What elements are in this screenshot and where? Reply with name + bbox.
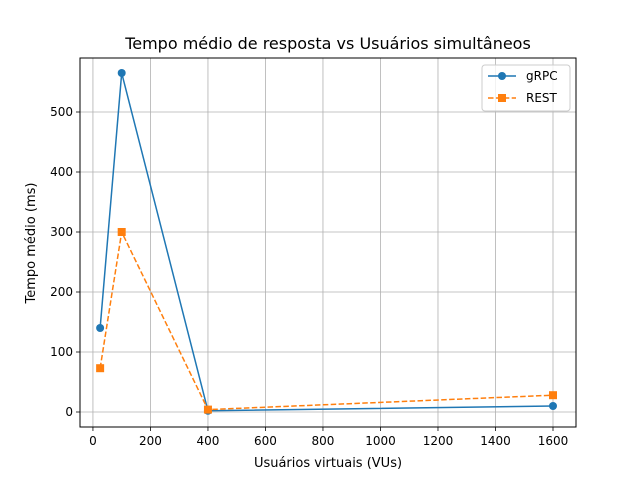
series-line-rest [99,229,554,411]
legend-label-grpc: gRPC [526,69,558,83]
x-tick-label: 1200 [423,434,454,448]
legend-label-rest: REST [526,91,558,105]
y-tick-label: 300 [50,225,73,239]
y-tick-label: 0 [65,405,73,419]
x-axis-label: Usuários virtuais (VUs) [254,456,402,471]
x-tick-label: 0 [89,434,97,448]
chart-title: Tempo médio de resposta vs Usuários simu… [124,34,531,53]
data-point-grpc [117,69,126,77]
x-tick-label: 1600 [538,434,569,448]
data-point-rest [117,228,126,236]
series-line-grpc [99,72,554,412]
x-tick-label: 800 [312,434,335,448]
axes-frame [79,57,577,428]
x-tick-label: 400 [197,434,220,448]
data-point-rest [548,391,557,400]
y-tick-label: 100 [50,345,73,359]
x-tick-label: 1000 [365,434,396,448]
x-tick-label: 200 [139,434,162,448]
y-tick-label: 200 [50,285,73,299]
x-tick-label: 1400 [480,434,511,448]
data-point-grpc [96,324,105,332]
y-axis-label: Tempo médio (ms) [24,183,39,305]
x-tick-label: 600 [254,434,277,448]
grid [80,58,576,427]
y-tick-label: 500 [50,105,73,119]
y-tick-label: 400 [50,165,73,179]
x-axis: 0 200 400 600 800 1000 1200 1400 1600 [89,427,568,448]
data-point-rest [96,364,105,373]
legend-marker-grpc [498,72,506,80]
y-axis: 0 100 200 300 400 500 [50,105,80,419]
legend: gRPC REST [481,64,571,112]
data-point-grpc [548,402,557,410]
legend-marker-rest [498,94,506,102]
data-point-rest [203,405,212,414]
plot-area [96,69,557,415]
